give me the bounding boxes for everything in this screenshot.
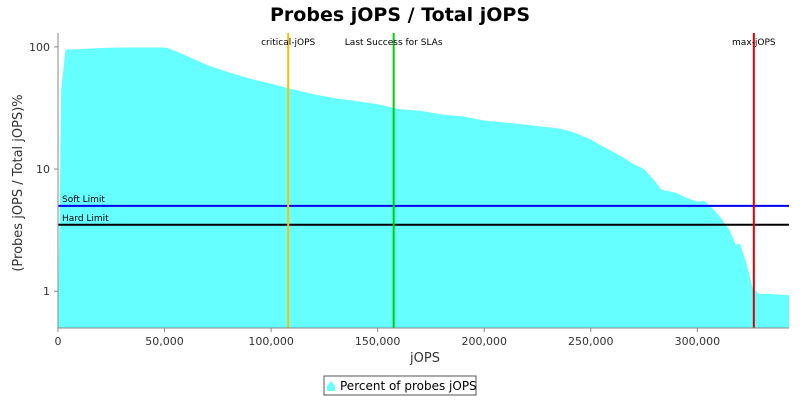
y-tick-label-0: 1 [43, 285, 50, 298]
vline-label-2: max-jOPS [732, 38, 776, 48]
legend-swatch-probes [327, 381, 335, 391]
x-tick-label-2: 100,000 [248, 335, 294, 348]
vline-label-1: Last Success for SLAs [345, 38, 443, 48]
legend-box [323, 375, 477, 396]
x-tick-label-5: 250,000 [568, 335, 614, 348]
chart-title: Probes jOPS / Total jOPS [270, 4, 530, 26]
y-axis-label: (Probes jOPS / Total jOPS)% [11, 94, 26, 271]
legend-entry-probes: Percent of probes jOPS [340, 379, 477, 393]
x-tick-label-6: 300,000 [675, 335, 721, 348]
hline-label-1: Hard Limit [62, 214, 109, 224]
x-axis-label: jOPS [409, 351, 440, 366]
vline-label-0: critical-jOPS [261, 38, 315, 48]
x-tick-label-3: 150,000 [355, 335, 401, 348]
x-tick-label-4: 200,000 [461, 335, 507, 348]
legend: Percent of probes jOPS [323, 375, 477, 396]
y-tick-label-1: 10 [36, 163, 50, 176]
x-tick-label-0: 0 [55, 335, 62, 348]
series-area-0 [58, 47, 789, 328]
y-tick-label-2: 100 [29, 41, 50, 54]
x-tick-label-1: 50,000 [145, 335, 184, 348]
plot-area: Soft Limit Hard Limit critical-jOPS Last Su… [29, 33, 789, 348]
hline-label-0: Soft Limit [62, 195, 105, 205]
